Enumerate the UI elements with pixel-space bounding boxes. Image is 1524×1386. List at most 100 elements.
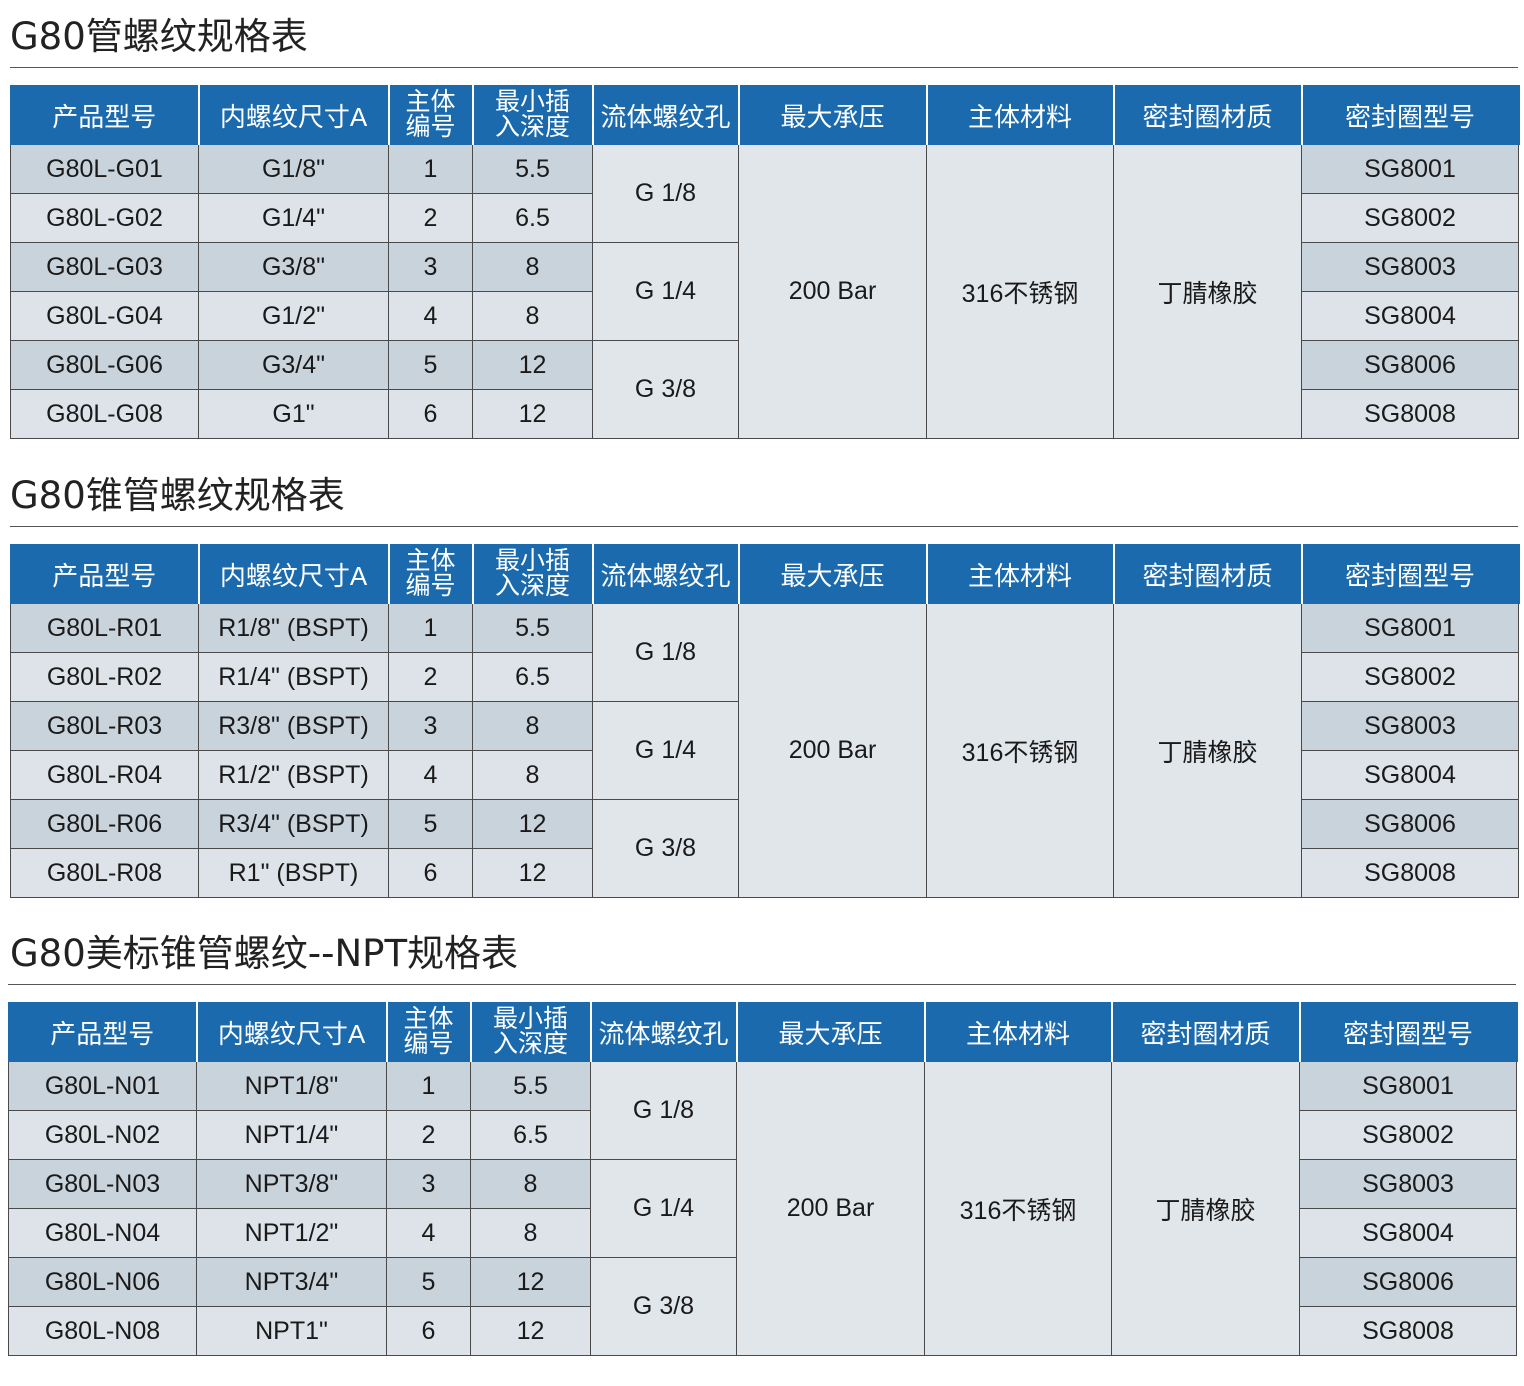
column-header: 产品型号 bbox=[8, 1002, 198, 1062]
cell-seal-model: SG8004 bbox=[1301, 291, 1519, 341]
column-header: 产品型号 bbox=[10, 85, 200, 145]
cell-body-material: 316不锈钢 bbox=[926, 603, 1114, 898]
cell-depth: 8 bbox=[472, 701, 593, 751]
cell-body: 4 bbox=[388, 750, 473, 800]
cell-thread: G1/4" bbox=[198, 193, 389, 243]
cell-depth: 12 bbox=[472, 389, 593, 439]
section-title: G80美标锥管螺纹--NPT规格表 bbox=[10, 932, 519, 975]
cell-body: 2 bbox=[388, 652, 473, 702]
cell-depth: 6.5 bbox=[470, 1110, 591, 1160]
column-header: 主体材料 bbox=[926, 85, 1115, 145]
cell-body: 1 bbox=[386, 1061, 471, 1111]
cell-seal-material: 丁腈橡胶 bbox=[1111, 1061, 1300, 1356]
cell-model: G80L-N02 bbox=[8, 1110, 197, 1160]
cell-depth: 8 bbox=[470, 1159, 591, 1209]
cell-body: 2 bbox=[388, 193, 473, 243]
cell-thread: R3/8" (BSPT) bbox=[198, 701, 389, 751]
cell-thread: NPT1/2" bbox=[196, 1208, 387, 1258]
cell-body: 5 bbox=[386, 1257, 471, 1307]
table-row: G80L-N01 NPT1/8" 1 5.5 G 1/8 200 Bar 316不锈钢 丁腈橡… bbox=[8, 1061, 1517, 1356]
cell-body-material: 316不锈钢 bbox=[926, 144, 1114, 439]
cell-depth: 12 bbox=[472, 848, 593, 898]
cell-thread: R1/4" (BSPT) bbox=[198, 652, 389, 702]
cell-seal-model: SG8001 bbox=[1301, 603, 1519, 653]
cell-seal-model: SG8002 bbox=[1301, 193, 1519, 243]
cell-body: 5 bbox=[388, 799, 473, 849]
cell-fluid-port: G 3/8 bbox=[592, 799, 739, 898]
cell-seal-model: SG8003 bbox=[1301, 242, 1519, 292]
column-header: 内螺纹尺寸A bbox=[198, 544, 390, 604]
cell-model: G80L-G03 bbox=[10, 242, 199, 292]
cell-max-pressure: 200 Bar bbox=[738, 144, 927, 439]
cell-depth: 8 bbox=[470, 1208, 591, 1258]
section-title: G80管螺纹规格表 bbox=[10, 15, 308, 58]
cell-body-material: 316不锈钢 bbox=[924, 1061, 1112, 1356]
cell-model: G80L-R02 bbox=[10, 652, 199, 702]
cell-body: 6 bbox=[388, 389, 473, 439]
table-row: G80L-R06 R3/4" (BSPT) 5 12 G 3/8 SG8006 bbox=[10, 799, 1519, 898]
cell-depth: 12 bbox=[470, 1306, 591, 1356]
cell-max-pressure: 200 Bar bbox=[738, 603, 927, 898]
cell-seal-material: 丁腈橡胶 bbox=[1113, 603, 1302, 898]
cell-model: G80L-G06 bbox=[10, 340, 199, 390]
cell-fluid-port: G 1/4 bbox=[590, 1159, 737, 1258]
cell-thread: R1" (BSPT) bbox=[198, 848, 389, 898]
cell-seal-model: SG8004 bbox=[1301, 750, 1519, 800]
cell-seal-material: 丁腈橡胶 bbox=[1113, 144, 1302, 439]
cell-fluid-port: G 3/8 bbox=[592, 340, 739, 439]
column-header: 密封圈型号 bbox=[1301, 85, 1520, 145]
cell-body: 5 bbox=[388, 340, 473, 390]
column-header: 密封圈材质 bbox=[1113, 544, 1303, 604]
cell-depth: 12 bbox=[472, 340, 593, 390]
column-header: 内螺纹尺寸A bbox=[196, 1002, 388, 1062]
cell-body: 3 bbox=[388, 701, 473, 751]
cell-model: G80L-R06 bbox=[10, 799, 199, 849]
column-header: 最大承压 bbox=[738, 85, 928, 145]
cell-body: 4 bbox=[388, 291, 473, 341]
cell-thread: R3/4" (BSPT) bbox=[198, 799, 389, 849]
table-row: G80L-G08 G1" 6 12 SG8008 bbox=[10, 389, 1519, 439]
column-header: 最大承压 bbox=[738, 544, 928, 604]
cell-body: 6 bbox=[388, 848, 473, 898]
title-divider bbox=[10, 67, 1518, 68]
column-header: 主体 编号 bbox=[388, 544, 474, 604]
cell-depth: 5.5 bbox=[470, 1061, 591, 1111]
cell-seal-model: SG8002 bbox=[1301, 652, 1519, 702]
cell-model: G80L-R08 bbox=[10, 848, 199, 898]
cell-depth: 12 bbox=[470, 1257, 591, 1307]
table-header-row: 产品型号 内螺纹尺寸A 主体 编号 最小插 入深度 流体螺纹孔 最大承压 主体材料 密封圈材质… bbox=[10, 85, 1520, 145]
cell-body: 3 bbox=[388, 242, 473, 292]
cell-seal-model: SG8002 bbox=[1299, 1110, 1517, 1160]
table-row: G80L-R03 R3/8" (BSPT) 3 8 G 1/4 SG8003 bbox=[10, 701, 1519, 800]
cell-seal-model: SG8001 bbox=[1301, 144, 1519, 194]
cell-body: 6 bbox=[386, 1306, 471, 1356]
table-row: G80L-G04 G1/2" 4 8 SG8004 bbox=[10, 291, 1519, 341]
cell-fluid-port: G 1/8 bbox=[590, 1061, 737, 1160]
cell-thread: R1/2" (BSPT) bbox=[198, 750, 389, 800]
cell-model: G80L-N08 bbox=[8, 1306, 197, 1356]
cell-depth: 5.5 bbox=[472, 603, 593, 653]
cell-seal-model: SG8001 bbox=[1299, 1061, 1517, 1111]
column-header: 密封圈材质 bbox=[1111, 1002, 1301, 1062]
cell-model: G80L-R03 bbox=[10, 701, 199, 751]
column-header: 密封圈型号 bbox=[1301, 544, 1520, 604]
table-row: G80L-R08 R1" (BSPT) 6 12 SG8008 bbox=[10, 848, 1519, 898]
cell-seal-model: SG8006 bbox=[1301, 799, 1519, 849]
table-header-row: 产品型号 内螺纹尺寸A 主体 编号 最小插 入深度 流体螺纹孔 最大承压 主体材料 密封圈材质… bbox=[10, 544, 1520, 604]
cell-seal-model: SG8003 bbox=[1299, 1159, 1517, 1209]
cell-body: 3 bbox=[386, 1159, 471, 1209]
column-header: 产品型号 bbox=[10, 544, 200, 604]
column-header: 密封圈材质 bbox=[1113, 85, 1303, 145]
cell-body: 2 bbox=[386, 1110, 471, 1160]
title-divider bbox=[8, 984, 1516, 985]
table-row: G80L-G02 G1/4" 2 6.5 SG8002 bbox=[10, 193, 1519, 243]
cell-thread: NPT1/8" bbox=[196, 1061, 387, 1111]
cell-thread: NPT3/4" bbox=[196, 1257, 387, 1307]
column-header: 流体螺纹孔 bbox=[592, 85, 740, 145]
column-header: 最大承压 bbox=[736, 1002, 926, 1062]
cell-model: G80L-N03 bbox=[8, 1159, 197, 1209]
table-row: G80L-N03 NPT3/8" 3 8 G 1/4 SG8003 bbox=[8, 1159, 1517, 1258]
cell-model: G80L-N06 bbox=[8, 1257, 197, 1307]
cell-fluid-port: G 1/4 bbox=[592, 242, 739, 341]
cell-thread: G1/2" bbox=[198, 291, 389, 341]
